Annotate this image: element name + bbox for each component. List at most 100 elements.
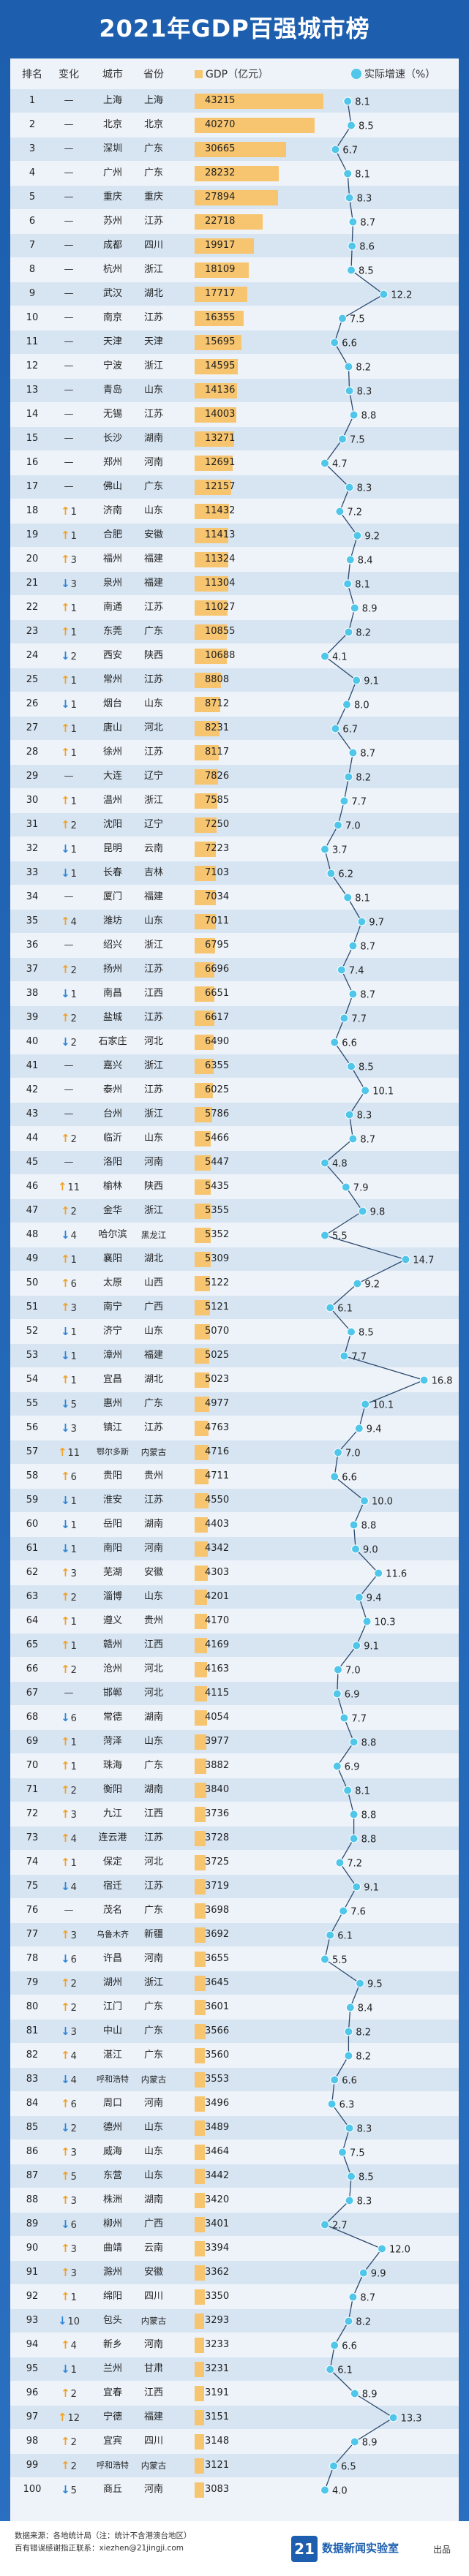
- gdp-bar: [195, 1903, 206, 1919]
- province-cell: 福建: [143, 2411, 163, 2422]
- table-row: 23 ↑1 东莞 广东 10855: [10, 620, 459, 643]
- city-cell: 株洲: [102, 2194, 122, 2205]
- gdp-value: 4115: [205, 1688, 230, 1699]
- arrow-down-icon: ↓: [61, 649, 70, 662]
- gdp-bar: [195, 359, 239, 374]
- province-cell: 湖南: [143, 1519, 163, 1530]
- growth-label: 7.6: [350, 1907, 366, 1918]
- growth-label: 6.9: [345, 1762, 360, 1773]
- rank-cell: 100: [23, 2484, 42, 2495]
- arrow-up-icon: ↑: [61, 2097, 70, 2110]
- gdp-bar: [195, 166, 279, 181]
- table-row: 48 ↓4 哈尔滨 黑龙江 5352: [10, 1223, 459, 1247]
- gdp-bar: [195, 2482, 204, 2498]
- city-cell: 合肥: [102, 529, 122, 540]
- change-value: 1: [70, 796, 77, 807]
- table-row: 84 ↑6 周口 河南 3496: [10, 2092, 459, 2115]
- gdp-bar: [195, 1469, 209, 1484]
- change-cell: —: [64, 385, 74, 396]
- change-value: 6: [70, 1713, 77, 1724]
- gdp-bar: [195, 1493, 209, 1508]
- growth-label: 7.0: [345, 1448, 361, 1459]
- growth-point: [352, 676, 361, 685]
- change-cell: —: [64, 457, 74, 468]
- gdp-value: 3601: [205, 2001, 230, 2012]
- gdp-bar: [195, 456, 233, 471]
- growth-label: 7.5: [350, 2148, 365, 2159]
- change-value: 1: [70, 1737, 77, 1748]
- gdp-value: 14003: [205, 409, 236, 420]
- gdp-value: 6355: [205, 1060, 230, 1071]
- city-cell: 兰州: [102, 2363, 122, 2374]
- change-cell: —: [64, 264, 74, 275]
- growth-point: [320, 651, 329, 661]
- growth-point: [338, 314, 347, 323]
- growth-point: [345, 2003, 355, 2012]
- growth-label: 16.8: [432, 1376, 453, 1387]
- gdp-value: 3231: [205, 2363, 230, 2374]
- growth-label: 5.5: [332, 1231, 348, 1242]
- change-cell: —: [64, 433, 74, 444]
- city-cell: 广州: [102, 167, 122, 178]
- gdp-value: 7103: [205, 867, 230, 878]
- rank-cell: 7: [29, 240, 36, 251]
- arrow-down-icon: ↓: [61, 2362, 70, 2376]
- city-cell: 德州: [102, 2122, 122, 2133]
- arrow-up-icon: ↑: [61, 625, 70, 638]
- change-value: 1: [70, 724, 77, 735]
- table-row: 4 — 广州 广东 28232: [10, 162, 459, 185]
- gdp-bar: [195, 1228, 211, 1243]
- rank-cell: 83: [26, 2074, 39, 2085]
- arrow-up-icon: ↑: [61, 1832, 70, 1845]
- gdp-bar: [195, 1083, 213, 1098]
- city-cell: 宁德: [102, 2411, 122, 2422]
- province-cell: 山东: [143, 698, 163, 709]
- growth-label: 8.2: [356, 2317, 371, 2328]
- growth-label: 9.4: [367, 1593, 382, 1604]
- growth-label: 8.8: [361, 411, 377, 422]
- city-cell: 连云港: [98, 1832, 127, 1843]
- brand-logo: 21: [291, 2536, 318, 2562]
- table-row: 78 ↓6 许昌 河南 3655: [10, 1947, 459, 1971]
- growth-point: [349, 1810, 359, 1819]
- gdp-value: 3698: [205, 1905, 230, 1916]
- gdp-value: 5352: [205, 1229, 230, 1240]
- province-cell: 江苏: [143, 964, 163, 975]
- gdp-bar: [195, 1686, 207, 1701]
- growth-point: [320, 845, 329, 854]
- rank-cell: 5: [29, 192, 36, 203]
- table-row: 63 ↑2 淄博 山东 4201: [10, 1585, 459, 1609]
- change-value: 2: [70, 2461, 77, 2472]
- growth-point: [352, 1641, 361, 1650]
- gdp-bar: [195, 1372, 210, 1388]
- table-row: 28 ↑1 徐州 江苏 8117: [10, 741, 459, 764]
- growth-label: 8.7: [360, 2293, 375, 2304]
- arrow-up-icon: ↑: [61, 2338, 70, 2352]
- change-cell: ↑4: [50, 910, 87, 933]
- change-cell: ↑1: [50, 620, 87, 643]
- rank-cell: 17: [26, 481, 39, 492]
- rank-cell: 1: [29, 95, 36, 106]
- change-value: 1: [70, 676, 77, 687]
- gdp-value: 3645: [205, 1977, 230, 1988]
- table-row: 3 — 深圳 广东 30665: [10, 137, 459, 161]
- gdp-value: 22718: [205, 216, 236, 227]
- table-row: 36 — 绍兴 浙江 6795: [10, 934, 459, 957]
- change-cell: ↓1: [50, 1537, 87, 1560]
- growth-label: 8.1: [355, 170, 370, 181]
- city-cell: 贵阳: [102, 1470, 122, 1481]
- growth-label: 7.0: [345, 821, 361, 832]
- change-value: 11: [67, 1182, 80, 1193]
- change-cell: ↓3: [50, 1416, 87, 1440]
- city-cell: 中山: [102, 2025, 122, 2036]
- province-cell: 河南: [143, 2339, 163, 2350]
- gdp-value: 3121: [205, 2460, 230, 2471]
- rank-cell: 81: [26, 2025, 39, 2036]
- change-cell: ↓1: [50, 1320, 87, 1343]
- growth-label: 7.7: [351, 1352, 367, 1363]
- growth-point: [320, 1158, 329, 1168]
- province-cell: 湖北: [143, 288, 163, 299]
- province-cell: 湖南: [143, 1784, 163, 1795]
- growth-point: [352, 1882, 361, 1892]
- growth-point: [326, 869, 336, 878]
